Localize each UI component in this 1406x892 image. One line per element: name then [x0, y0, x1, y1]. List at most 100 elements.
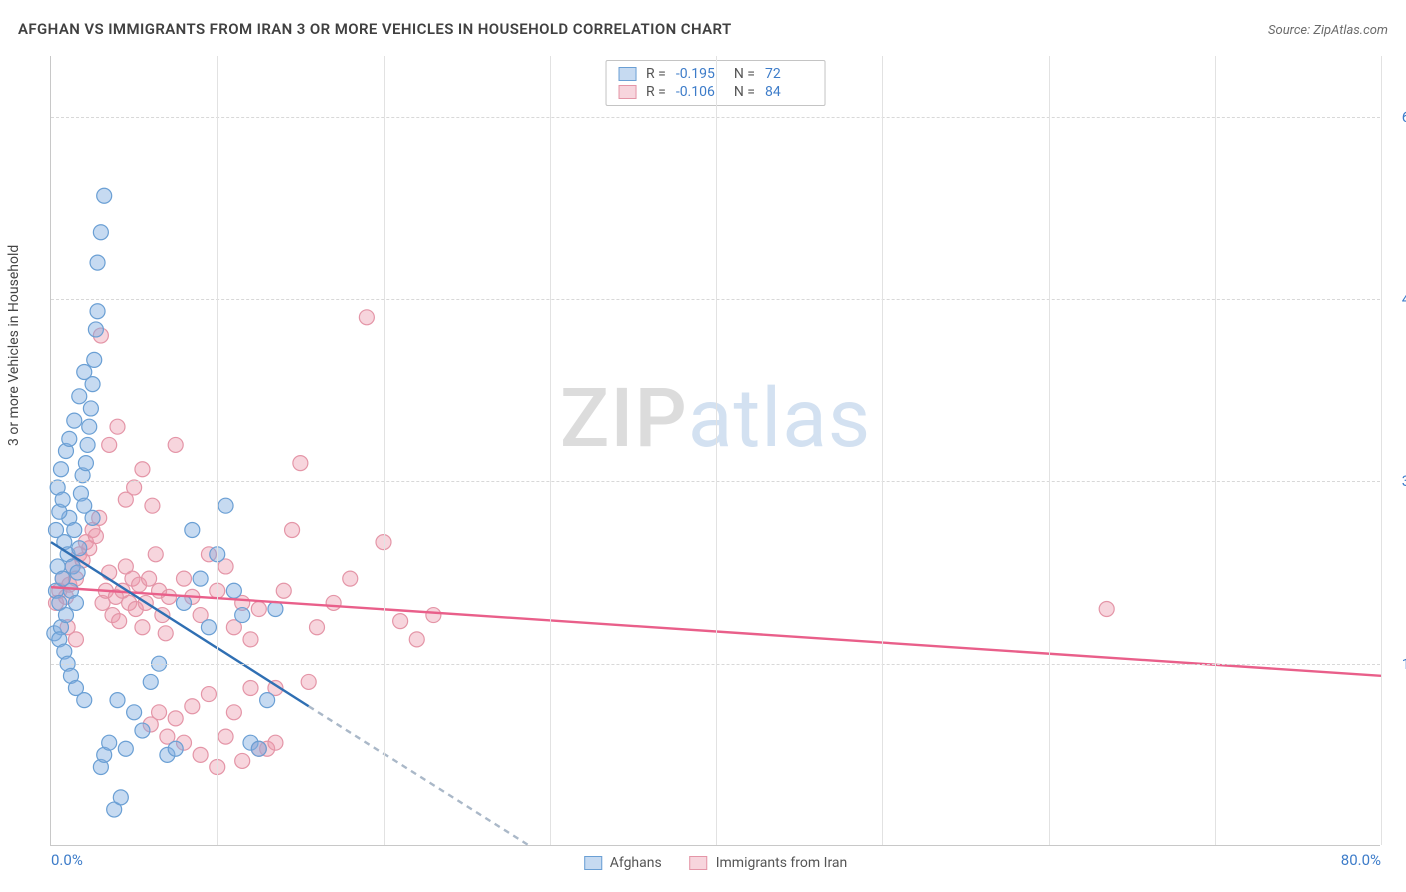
scatter-point [193, 571, 208, 586]
scatter-point [90, 255, 105, 270]
scatter-point [68, 595, 83, 610]
scatter-point [58, 608, 73, 623]
n-label-a: N = [734, 66, 755, 82]
scatter-point [77, 693, 92, 708]
scatter-point [393, 614, 408, 629]
scatter-point [48, 523, 63, 538]
scatter-point [97, 188, 112, 203]
plot-area: ZIPatlas R = -0.195 N = 72 R = -0.106 N … [50, 56, 1380, 846]
gridline-v [217, 56, 218, 845]
gridline-v [1381, 56, 1382, 845]
scatter-point [326, 595, 341, 610]
scatter-point [301, 674, 316, 689]
scatter-point [201, 687, 216, 702]
scatter-point [152, 705, 167, 720]
swatch-b [618, 85, 636, 99]
scatter-point [90, 304, 105, 319]
scatter-point [72, 389, 87, 404]
y-tick: 15.0% [1384, 655, 1406, 673]
scatter-point [87, 352, 102, 367]
n-value-b: 84 [765, 84, 813, 100]
y-tick: 30.0% [1384, 472, 1406, 490]
scatter-point [162, 589, 177, 604]
scatter-point [185, 523, 200, 538]
scatter-point [102, 437, 117, 452]
r-label-a: R = [646, 66, 666, 82]
scatter-point [148, 547, 163, 562]
scatter-point [168, 437, 183, 452]
r-label-b: R = [646, 84, 666, 100]
scatter-point [243, 681, 258, 696]
legend: Afghans Immigrants from Iran [584, 855, 848, 871]
scatter-point [112, 614, 127, 629]
legend-swatch-b [690, 856, 708, 870]
scatter-point [218, 729, 233, 744]
scatter-point [193, 747, 208, 762]
scatter-point [251, 602, 266, 617]
scatter-point [53, 462, 68, 477]
scatter-point [113, 790, 128, 805]
gridline-v [550, 56, 551, 845]
gridline-v [384, 56, 385, 845]
scatter-point [201, 620, 216, 635]
chart-title: AFGHAN VS IMMIGRANTS FROM IRAN 3 OR MORE… [18, 20, 732, 38]
scatter-point [226, 583, 241, 598]
scatter-point [251, 741, 266, 756]
scatter-point [102, 735, 117, 750]
scatter-point [88, 529, 103, 544]
x-tick: 80.0% [1341, 851, 1381, 869]
legend-label-a: Afghans [610, 855, 662, 871]
legend-item-a: Afghans [584, 855, 662, 871]
scatter-point [83, 401, 98, 416]
scatter-point [268, 602, 283, 617]
legend-swatch-a [584, 856, 602, 870]
scatter-point [235, 753, 250, 768]
scatter-point [70, 565, 85, 580]
scatter-point [359, 310, 374, 325]
scatter-point [145, 498, 160, 513]
gridline-v [716, 56, 717, 845]
scatter-point [268, 735, 283, 750]
scatter-point [293, 456, 308, 471]
trend-line [51, 542, 309, 706]
gridline-v [882, 56, 883, 845]
scatter-point [310, 620, 325, 635]
scatter-point [260, 693, 275, 708]
scatter-point [142, 571, 157, 586]
scatter-point [243, 632, 258, 647]
legend-item-b: Immigrants from Iran [690, 855, 848, 871]
scatter-point [343, 571, 358, 586]
scatter-point [67, 523, 82, 538]
scatter-point [185, 699, 200, 714]
scatter-point [135, 723, 150, 738]
scatter-point [285, 523, 300, 538]
scatter-point [55, 492, 70, 507]
scatter-point [1099, 602, 1114, 617]
scatter-point [72, 541, 87, 556]
n-label-b: N = [734, 84, 755, 100]
scatter-point [67, 413, 82, 428]
scatter-point [80, 437, 95, 452]
scatter-point [135, 620, 150, 635]
scatter-point [88, 322, 103, 337]
legend-label-b: Immigrants from Iran [716, 855, 848, 871]
scatter-point [82, 419, 97, 434]
scatter-point [118, 741, 133, 756]
source-label: Source: ZipAtlas.com [1268, 23, 1388, 38]
scatter-point [168, 741, 183, 756]
n-value-a: 72 [765, 66, 813, 82]
scatter-point [143, 674, 158, 689]
y-tick: 60.0% [1384, 108, 1406, 126]
scatter-point [93, 225, 108, 240]
y-axis-label: 3 or more Vehicles in Household [6, 245, 22, 446]
scatter-point [276, 583, 291, 598]
scatter-point [85, 510, 100, 525]
scatter-point [135, 462, 150, 477]
scatter-point [177, 595, 192, 610]
scatter-point [218, 498, 233, 513]
y-tick: 45.0% [1384, 290, 1406, 308]
scatter-point [409, 632, 424, 647]
scatter-point [158, 626, 173, 641]
scatter-point [68, 632, 83, 647]
scatter-point [235, 608, 250, 623]
